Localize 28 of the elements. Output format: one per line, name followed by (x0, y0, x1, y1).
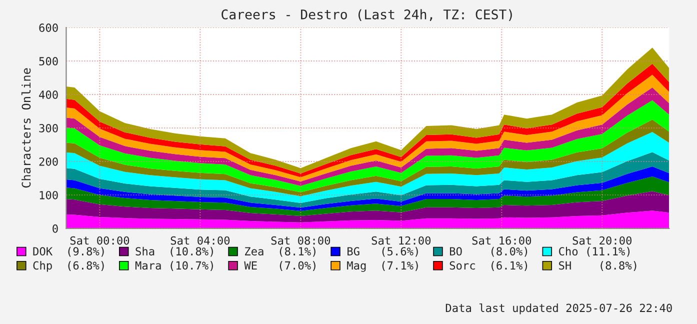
y-tick-label: 100 (40, 190, 58, 200)
y-tick-label: 600 (39, 24, 58, 32)
y-tick-label: 200 (39, 157, 58, 166)
legend-label: WE (7.0%) (244, 261, 316, 271)
legend-label: Chp (6.8%) (33, 261, 104, 272)
y-tick-label: 500 (39, 57, 58, 66)
legend-label: Sha (10.8%) (136, 246, 213, 257)
legend-label: BG (5.6%) (348, 246, 418, 257)
legend-label: DOK (9.8%) (33, 246, 104, 257)
x-tick-label: Sat 16:00 (472, 236, 532, 245)
legend-label: Zea (8.1%) (245, 246, 316, 257)
x-tick-label: Sat 12:00 (372, 236, 431, 245)
legend-label: Mag (7.1%) (347, 261, 418, 272)
y-axis-title: Characters Online (21, 68, 31, 188)
x-tick-label: Sat 08:00 (271, 236, 330, 245)
y-tick-label: 0 (52, 224, 58, 233)
text: Data last updated 2025-07-26 22:40 (446, 303, 672, 314)
y-tick-label: 300 (39, 124, 58, 132)
y-tick-label: 400 (39, 90, 58, 99)
legend-label: Mara (10.7%) (135, 261, 213, 271)
legend-label: BO (8.0%) (450, 246, 528, 257)
legend-label: Cho (11.1%) (559, 246, 630, 257)
x-tick-label: Sat 00:00 (70, 236, 130, 245)
x-tick-label: Sat 04:00 (170, 236, 230, 245)
legend-label: SH (8.8%) (559, 261, 636, 271)
chart-title: Careers - Destro (Last 24h, TZ: CEST) (222, 9, 512, 22)
legend-label: Sorc (6.1%) (450, 261, 528, 271)
x-tick-label: Sat 20:00 (572, 236, 632, 245)
